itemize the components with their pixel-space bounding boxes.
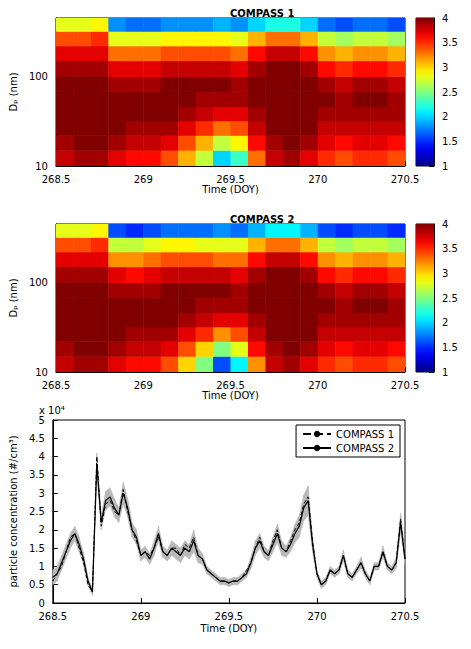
svg-text:269: 269 — [131, 611, 150, 622]
svg-text:0.5: 0.5 — [29, 579, 45, 590]
svg-text:270.5: 270.5 — [391, 174, 420, 185]
svg-text:Time (DOY): Time (DOY) — [201, 184, 259, 195]
svg-text:4: 4 — [38, 451, 44, 462]
svg-text:269: 269 — [134, 174, 153, 185]
svg-text:269.5: 269.5 — [215, 611, 244, 622]
svg-text:269.5: 269.5 — [216, 174, 245, 185]
svg-text:Dₚ (nm): Dₚ (nm) — [8, 72, 19, 111]
svg-text:particle concentration (#/cm³): particle concentration (#/cm³) — [8, 435, 19, 587]
svg-text:1: 1 — [442, 161, 448, 172]
svg-text:4: 4 — [442, 13, 448, 24]
svg-text:100: 100 — [29, 71, 48, 82]
svg-text:Time (DOY): Time (DOY) — [200, 623, 258, 634]
svg-text:268.5: 268.5 — [42, 174, 71, 185]
svg-text:10: 10 — [35, 367, 48, 378]
svg-text:2: 2 — [442, 317, 448, 328]
svg-text:1.5: 1.5 — [442, 136, 458, 147]
svg-text:270: 270 — [308, 174, 327, 185]
svg-text:x 10⁴: x 10⁴ — [39, 404, 65, 416]
svg-text:5: 5 — [38, 415, 44, 426]
svg-text:COMPASS 1: COMPASS 1 — [336, 429, 394, 440]
svg-text:Dₚ (nm): Dₚ (nm) — [8, 278, 19, 317]
svg-text:Time (DOY): Time (DOY) — [201, 390, 259, 401]
svg-text:269: 269 — [134, 380, 153, 391]
svg-text:1.5: 1.5 — [442, 342, 458, 353]
svg-text:COMPASS 1: COMPASS 1 — [230, 8, 294, 19]
svg-text:2.5: 2.5 — [442, 293, 458, 304]
svg-text:2.5: 2.5 — [442, 87, 458, 98]
svg-text:4.5: 4.5 — [29, 433, 45, 444]
svg-text:2.5: 2.5 — [29, 506, 45, 517]
svg-text:10: 10 — [35, 161, 48, 172]
svg-text:2: 2 — [38, 524, 44, 535]
svg-text:270.5: 270.5 — [391, 380, 420, 391]
svg-text:2: 2 — [442, 111, 448, 122]
svg-text:268.5: 268.5 — [38, 611, 67, 622]
svg-text:3: 3 — [442, 62, 448, 73]
svg-text:3.5: 3.5 — [442, 243, 458, 254]
svg-text:COMPASS 2: COMPASS 2 — [230, 214, 294, 225]
svg-text:3.5: 3.5 — [29, 469, 45, 480]
svg-text:270.5: 270.5 — [391, 611, 420, 622]
svg-text:0: 0 — [38, 598, 44, 609]
svg-text:4: 4 — [442, 219, 448, 230]
svg-text:3: 3 — [38, 488, 44, 499]
svg-text:270: 270 — [308, 380, 327, 391]
svg-text:100: 100 — [29, 277, 48, 288]
svg-text:269.5: 269.5 — [216, 380, 245, 391]
svg-text:1: 1 — [38, 561, 44, 572]
svg-text:268.5: 268.5 — [42, 380, 71, 391]
svg-text:1: 1 — [442, 367, 448, 378]
svg-text:3.5: 3.5 — [442, 37, 458, 48]
svg-text:270: 270 — [307, 611, 326, 622]
svg-text:1.5: 1.5 — [29, 543, 45, 554]
svg-text:COMPASS 2: COMPASS 2 — [336, 443, 394, 454]
svg-text:3: 3 — [442, 268, 448, 279]
